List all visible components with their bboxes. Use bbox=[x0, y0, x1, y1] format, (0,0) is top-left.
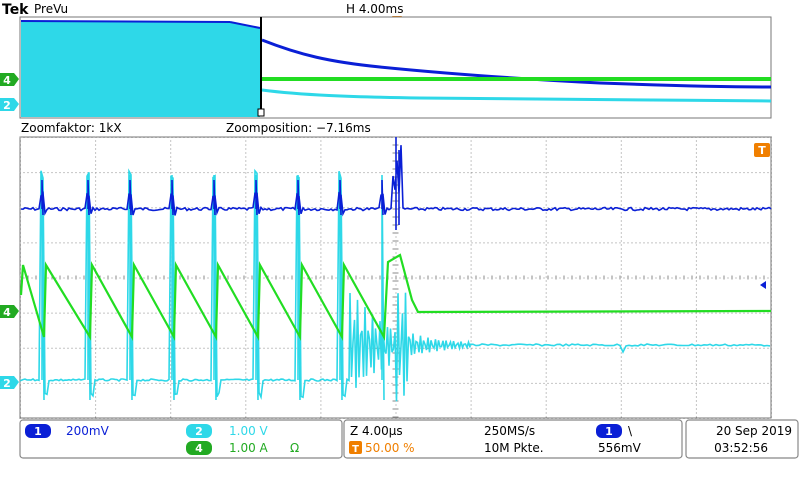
ch2-scale[interactable]: 2 1.00 V bbox=[186, 424, 269, 438]
left-arrow-icon bbox=[760, 281, 766, 289]
falling-edge-icon: \ bbox=[628, 424, 633, 438]
svg-text:200mV: 200mV bbox=[66, 424, 110, 438]
status-bar: 1 200mV 2 1.00 V 4 1.00 A Ω Z 4.00µs T 5… bbox=[19, 419, 799, 459]
ch4-trace bbox=[19, 253, 772, 342]
zoom-factor: Zoomfaktor: 1kX bbox=[21, 121, 122, 135]
trigger-marker-main: T bbox=[754, 143, 770, 157]
ch2-trace bbox=[20, 168, 771, 402]
svg-text:1: 1 bbox=[605, 425, 613, 438]
ch1-trace bbox=[20, 137, 772, 230]
svg-text:4: 4 bbox=[3, 74, 11, 87]
main-ch4-marker: 4 bbox=[0, 305, 19, 319]
trigger-settings[interactable]: 1 \ 556mV bbox=[596, 424, 642, 455]
zoom-time-scale: Z 4.00µs bbox=[350, 424, 403, 438]
channel-settings-box[interactable] bbox=[19, 419, 343, 459]
trigger-level: 556mV bbox=[598, 441, 642, 455]
ch1-scale[interactable]: 1 200mV bbox=[25, 424, 110, 438]
brand-logo: Tek bbox=[2, 2, 29, 18]
zoom-position: Zoomposition: −7.16ms bbox=[226, 121, 371, 135]
ch4-scale[interactable]: 4 1.00 A Ω bbox=[186, 441, 299, 455]
sample-rate: 250MS/s bbox=[484, 424, 535, 438]
trigger-t-icon: T bbox=[758, 144, 766, 157]
trigger-t-icon: T bbox=[352, 444, 359, 455]
svg-text:2: 2 bbox=[3, 99, 11, 112]
overview-panel bbox=[19, 16, 772, 119]
date: 20 Sep 2019 bbox=[716, 424, 792, 438]
time: 03:52:56 bbox=[714, 441, 768, 455]
svg-text:4: 4 bbox=[3, 306, 11, 319]
overview-ch2-marker: 2 bbox=[0, 98, 19, 112]
overview-ch4-marker: 4 bbox=[0, 73, 19, 87]
acquisition-mode: PreVu bbox=[34, 2, 68, 16]
overview-ch2-trace bbox=[261, 88, 772, 103]
svg-text:4: 4 bbox=[195, 442, 203, 455]
overview-cyan-block bbox=[21, 22, 260, 117]
svg-text:2: 2 bbox=[195, 425, 203, 438]
svg-text:2: 2 bbox=[3, 377, 11, 390]
svg-text:1.00 V: 1.00 V bbox=[229, 424, 269, 438]
svg-text:50.00 %: 50.00 % bbox=[365, 441, 415, 455]
record-length: 10M Pkte. bbox=[484, 441, 544, 455]
svg-text:1: 1 bbox=[34, 425, 42, 438]
horizontal-scale: H 4.00ms bbox=[346, 2, 404, 16]
ohm-icon: Ω bbox=[290, 441, 299, 455]
main-ch2-marker: 2 bbox=[0, 376, 19, 390]
svg-text:1.00 A: 1.00 A bbox=[229, 441, 269, 455]
datetime-box bbox=[685, 419, 799, 459]
trigger-position: T 50.00 % bbox=[349, 441, 415, 455]
waveform-area bbox=[19, 137, 772, 402]
